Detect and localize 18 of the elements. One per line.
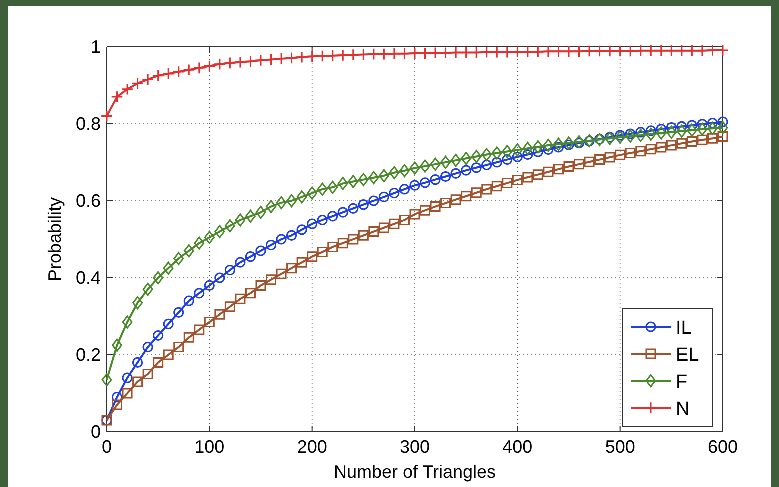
y-tick-label: 0.2 — [76, 344, 101, 365]
y-tick-label: 1 — [90, 36, 101, 57]
y-tick-label: 0.4 — [76, 268, 101, 288]
x-tick-label: 500 — [605, 436, 636, 457]
x-tick-label: 300 — [400, 436, 430, 457]
y-axis-title: Probability — [45, 197, 65, 282]
x-tick-label: 400 — [502, 436, 533, 457]
x-axis-title: Number of Triangles — [334, 462, 496, 482]
legend-label: EL — [676, 345, 700, 366]
x-tick-label: 200 — [297, 436, 328, 457]
legend-label: IL — [676, 318, 692, 339]
y-tick-label: 0.8 — [76, 114, 101, 134]
legend-label: F — [676, 372, 688, 393]
y-tick-label: 0 — [90, 422, 101, 442]
legend-label: N — [676, 399, 690, 420]
x-tick-label: 600 — [708, 436, 738, 457]
x-tick-label: 100 — [194, 436, 225, 457]
y-tick-label: 0.6 — [76, 190, 101, 211]
